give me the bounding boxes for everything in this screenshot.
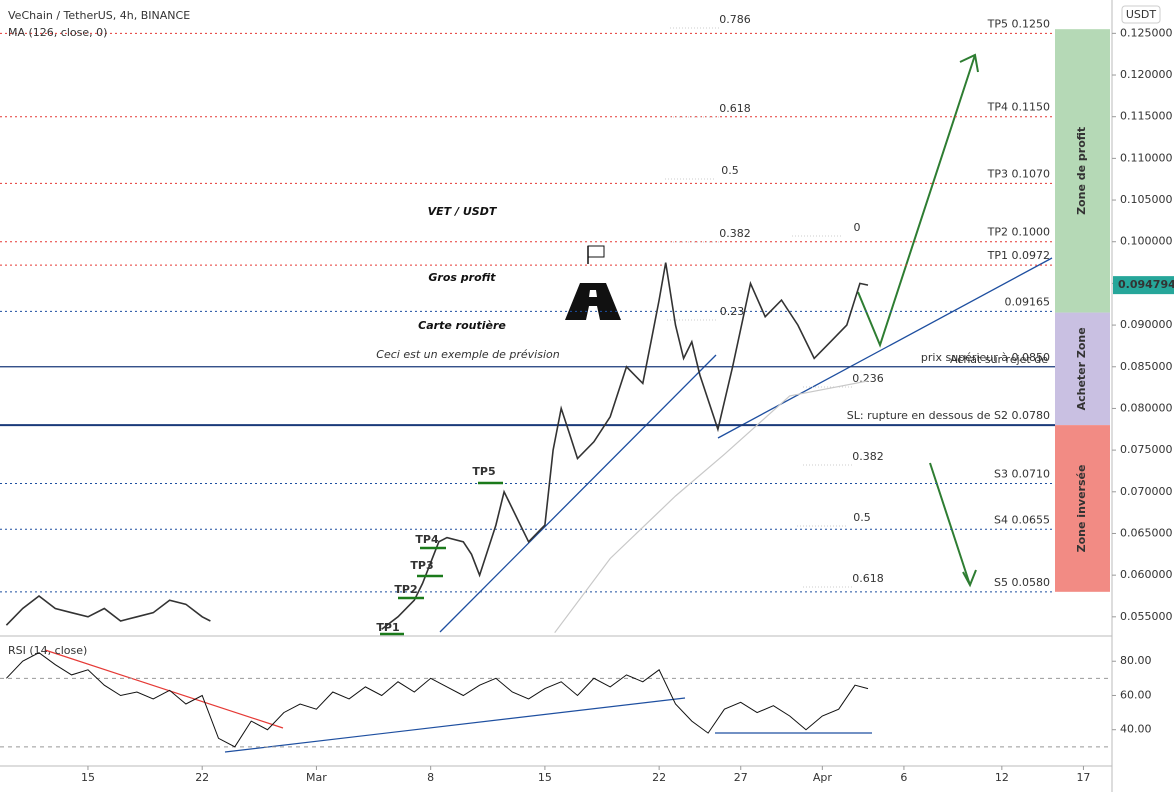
level-label: S4 0.0655: [994, 513, 1050, 526]
y-tick-label: 0.120000: [1120, 68, 1173, 81]
level-label: TP4 0.1150: [987, 101, 1050, 114]
y-tick-label: 0.060000: [1120, 568, 1173, 581]
zone-label: Acheter Zone: [1075, 327, 1088, 410]
y-tick-label: 0.085000: [1120, 360, 1173, 373]
y-tick-label: 0.115000: [1120, 110, 1173, 123]
fib-label: 0.236: [852, 372, 884, 385]
level-label: TP1 0.0972: [987, 249, 1050, 262]
forecast-arrow: [857, 54, 976, 348]
level-label: TP2 0.1000: [987, 226, 1050, 239]
y-tick-label: 0.055000: [1120, 610, 1173, 623]
legend-entry: MA (126, close, 0): [8, 26, 107, 39]
flag-icon: [587, 245, 605, 258]
x-tick-label: 17: [1076, 771, 1090, 784]
arrow-head: [959, 53, 979, 73]
pane-title: RSI (14, close): [8, 644, 87, 657]
y-tick-label: 0.090000: [1120, 318, 1173, 331]
trend-line: [717, 257, 1053, 439]
zone-label: Zone inversée: [1075, 465, 1088, 553]
x-tick-label: 22: [652, 771, 666, 784]
annotation: Gros profit: [428, 271, 496, 284]
trend-line: [439, 354, 717, 633]
x-tick-label: 15: [81, 771, 95, 784]
pane-title: VeChain / TetherUS, 4h, BINANCE: [8, 9, 190, 22]
level-label: S3 0.0710: [994, 467, 1050, 480]
annotation: Achat sur rejet de: [950, 353, 1048, 366]
annotation: VET / USDT: [428, 205, 498, 218]
currency: USDT: [1126, 8, 1157, 21]
y-tick-label: 0.075000: [1120, 443, 1173, 456]
fib-label: 0.382: [719, 227, 751, 240]
y-tick-label: 0.070000: [1120, 485, 1173, 498]
x-tick-label: Mar: [306, 771, 327, 784]
x-tick-label: Apr: [813, 771, 833, 784]
x-tick-label: 8: [427, 771, 434, 784]
annotation: Carte routière: [418, 319, 506, 332]
rsi-trend-line: [44, 649, 284, 729]
level-label: SL: rupture en dessous de S2 0.0780: [847, 409, 1050, 422]
price-line: [554, 380, 869, 634]
y-tick-label: 0.100000: [1120, 235, 1173, 248]
tp-marker: TP5: [472, 465, 495, 478]
fib-label: 0.5: [853, 511, 871, 524]
tp-marker: TP4: [415, 533, 439, 546]
tp-marker: TP1: [376, 621, 399, 634]
zone: [1055, 425, 1110, 592]
x-tick-label: 6: [900, 771, 907, 784]
zone-label: Zone de profit: [1075, 127, 1088, 215]
level-label: TP5 0.1250: [987, 17, 1050, 30]
x-tick-label: 22: [195, 771, 209, 784]
currency-box: [1121, 5, 1161, 24]
zone: [1055, 312, 1110, 426]
price-line: [5, 262, 869, 630]
fib-label: 0.618: [719, 102, 751, 115]
arrow-head: [962, 569, 977, 588]
tp-marker: TP2: [394, 583, 417, 596]
rsi-line: [6, 652, 869, 748]
last-price-label: 0.094794: [1118, 278, 1174, 291]
y-tick-label: 60.00: [1120, 688, 1152, 701]
level-label: S5 0.0580: [994, 576, 1050, 589]
x-tick-label: 12: [995, 771, 1009, 784]
y-tick-label: 0.125000: [1120, 26, 1173, 39]
level-label: prix supérieur à 0.0850: [921, 351, 1050, 364]
y-tick-label: 0.080000: [1120, 401, 1173, 414]
x-tick-label: 15: [538, 771, 552, 784]
fib-label: 0.618: [852, 572, 884, 585]
y-tick-label: 0.105000: [1120, 193, 1173, 206]
y-tick-label: 0.110000: [1120, 151, 1173, 164]
y-tick-label: 0.065000: [1120, 526, 1173, 539]
zone: [1055, 29, 1110, 313]
fib-label: 0: [854, 221, 861, 234]
rsi-trend-line: [224, 697, 686, 753]
fib-label: 0.5: [721, 164, 739, 177]
fib-label: 0.23: [720, 305, 745, 318]
last-price-box: [1113, 276, 1174, 295]
level-label: 0.09165: [1005, 295, 1051, 308]
y-tick-label: 40.00: [1120, 723, 1152, 736]
tp-marker: TP3: [410, 559, 433, 572]
road-icon: [565, 283, 621, 320]
level-label: TP3 0.1070: [987, 167, 1050, 180]
x-tick-label: 27: [734, 771, 748, 784]
fib-label: 0.786: [719, 13, 751, 26]
fib-label: 0.382: [852, 450, 884, 463]
annotation: Ceci est un exemple de prévision: [376, 348, 559, 361]
y-tick-label: 80.00: [1120, 654, 1152, 667]
